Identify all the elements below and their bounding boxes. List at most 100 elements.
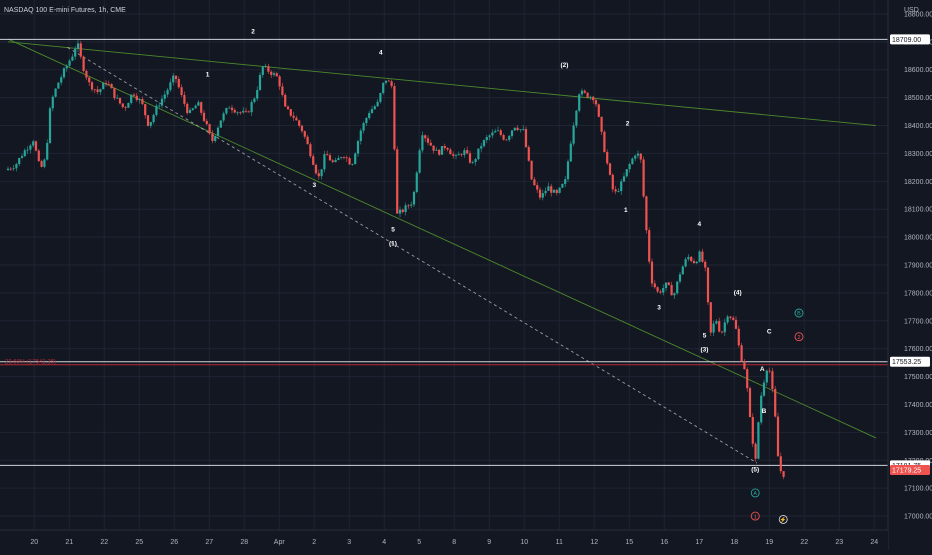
candle-body (474, 159, 477, 162)
candle-body (606, 152, 609, 164)
x-axis-ticks: 20 21 22 25 26 27 28 Apr 2 3 4 5 8 9 10 11 12 15 16 17 18 19 2… (30, 539, 878, 546)
candle-body (359, 130, 362, 142)
candle-body (776, 416, 780, 457)
candle-body (379, 93, 382, 102)
candle-body (639, 153, 642, 160)
candle-body (88, 77, 91, 83)
candle-body (715, 321, 718, 324)
candle-body (152, 114, 155, 123)
candle-body (628, 164, 631, 170)
x-tick-label: 24 (870, 539, 878, 546)
candle-body (625, 169, 628, 177)
candle-body (121, 103, 124, 108)
candle-body (26, 149, 29, 151)
candle-body (155, 105, 158, 115)
candle-body (617, 191, 620, 192)
candle-body (188, 110, 192, 113)
y-tick-label: 18600.00 (904, 67, 932, 74)
wave-label-circle (750, 488, 760, 498)
x-tick-label: 20 (30, 539, 38, 546)
candle-body (323, 154, 326, 170)
candle-body (468, 153, 472, 163)
candle-body (144, 104, 147, 116)
candle-body (533, 179, 536, 186)
candle-body (704, 261, 707, 268)
y-tick-label: 17400.00 (904, 402, 932, 409)
candle-body (774, 388, 777, 417)
candle-body (362, 123, 365, 131)
candle-body (60, 77, 63, 83)
candle-body (312, 156, 315, 165)
candle-body (435, 149, 438, 151)
candle-body (757, 422, 760, 459)
candle-body (407, 205, 410, 207)
wave-label: (1) (389, 240, 397, 247)
candle-body (536, 185, 539, 190)
level-price-tag: 18709.00 (892, 37, 921, 44)
candle-body (594, 100, 598, 105)
candle-body (438, 149, 441, 155)
candle-body (267, 66, 270, 72)
candle-body (653, 283, 656, 288)
candle-body (62, 68, 66, 78)
candle-body (130, 94, 133, 103)
horizontal-levels[interactable]: 23.60% (17542.25) (0, 38, 888, 466)
candle-body (368, 113, 371, 119)
candle-body (230, 107, 234, 111)
candle-body (491, 132, 494, 136)
wave-label: 3 (657, 305, 661, 312)
wave-label: 4 (697, 221, 701, 228)
candle-body (457, 154, 460, 156)
candle-body (306, 136, 309, 145)
candle-body (340, 157, 343, 159)
candle-body (351, 164, 354, 165)
candle-body (275, 73, 278, 77)
candle-body (23, 150, 26, 157)
candle-body (32, 141, 35, 146)
candle-body (726, 316, 729, 323)
candle-body (636, 153, 640, 156)
fib-level-label: 23.60% (17542.25) (5, 359, 56, 365)
candle-body (382, 82, 385, 94)
y-tick-label: 17300.00 (904, 430, 932, 437)
y-tick-label: 18300.00 (904, 151, 932, 158)
candle-body (418, 150, 421, 173)
x-tick-label: 22 (100, 539, 108, 546)
wave-label: 4 (379, 49, 383, 56)
x-tick-label: 22 (800, 539, 808, 546)
level-price-tag-bg (890, 34, 930, 45)
candle-body (270, 71, 273, 75)
candle-body (393, 86, 396, 150)
trendline (67, 47, 758, 464)
wave-label: 5 (391, 227, 395, 234)
candle-body (141, 99, 144, 105)
candle-body (387, 80, 390, 82)
candle-body (12, 168, 15, 170)
candle-body (583, 90, 586, 93)
candle-body (286, 106, 290, 110)
candle-body (513, 127, 516, 131)
candle-body (138, 99, 141, 100)
candle-body (233, 110, 236, 113)
candle-body (74, 48, 77, 57)
time-axis[interactable] (0, 530, 888, 550)
candle-body (390, 81, 393, 87)
y-tick-label: 18200.00 (904, 179, 932, 186)
candle-body (284, 94, 287, 107)
candle-body (228, 107, 231, 109)
level-price-tag: 17553.25 (892, 359, 921, 366)
trendlines[interactable] (7, 38, 877, 464)
currency-label: USD (904, 7, 919, 14)
candle-body (51, 96, 54, 109)
candle-body (124, 107, 127, 108)
candle-body (578, 94, 581, 111)
y-tick-label: 17100.00 (904, 486, 932, 493)
candle-body (295, 117, 298, 121)
candle-body (328, 155, 332, 161)
trendline (7, 38, 877, 439)
x-tick-label: 9 (487, 539, 491, 546)
candle-body (555, 189, 558, 193)
candle-body (580, 90, 584, 95)
price-axis[interactable] (888, 0, 932, 550)
